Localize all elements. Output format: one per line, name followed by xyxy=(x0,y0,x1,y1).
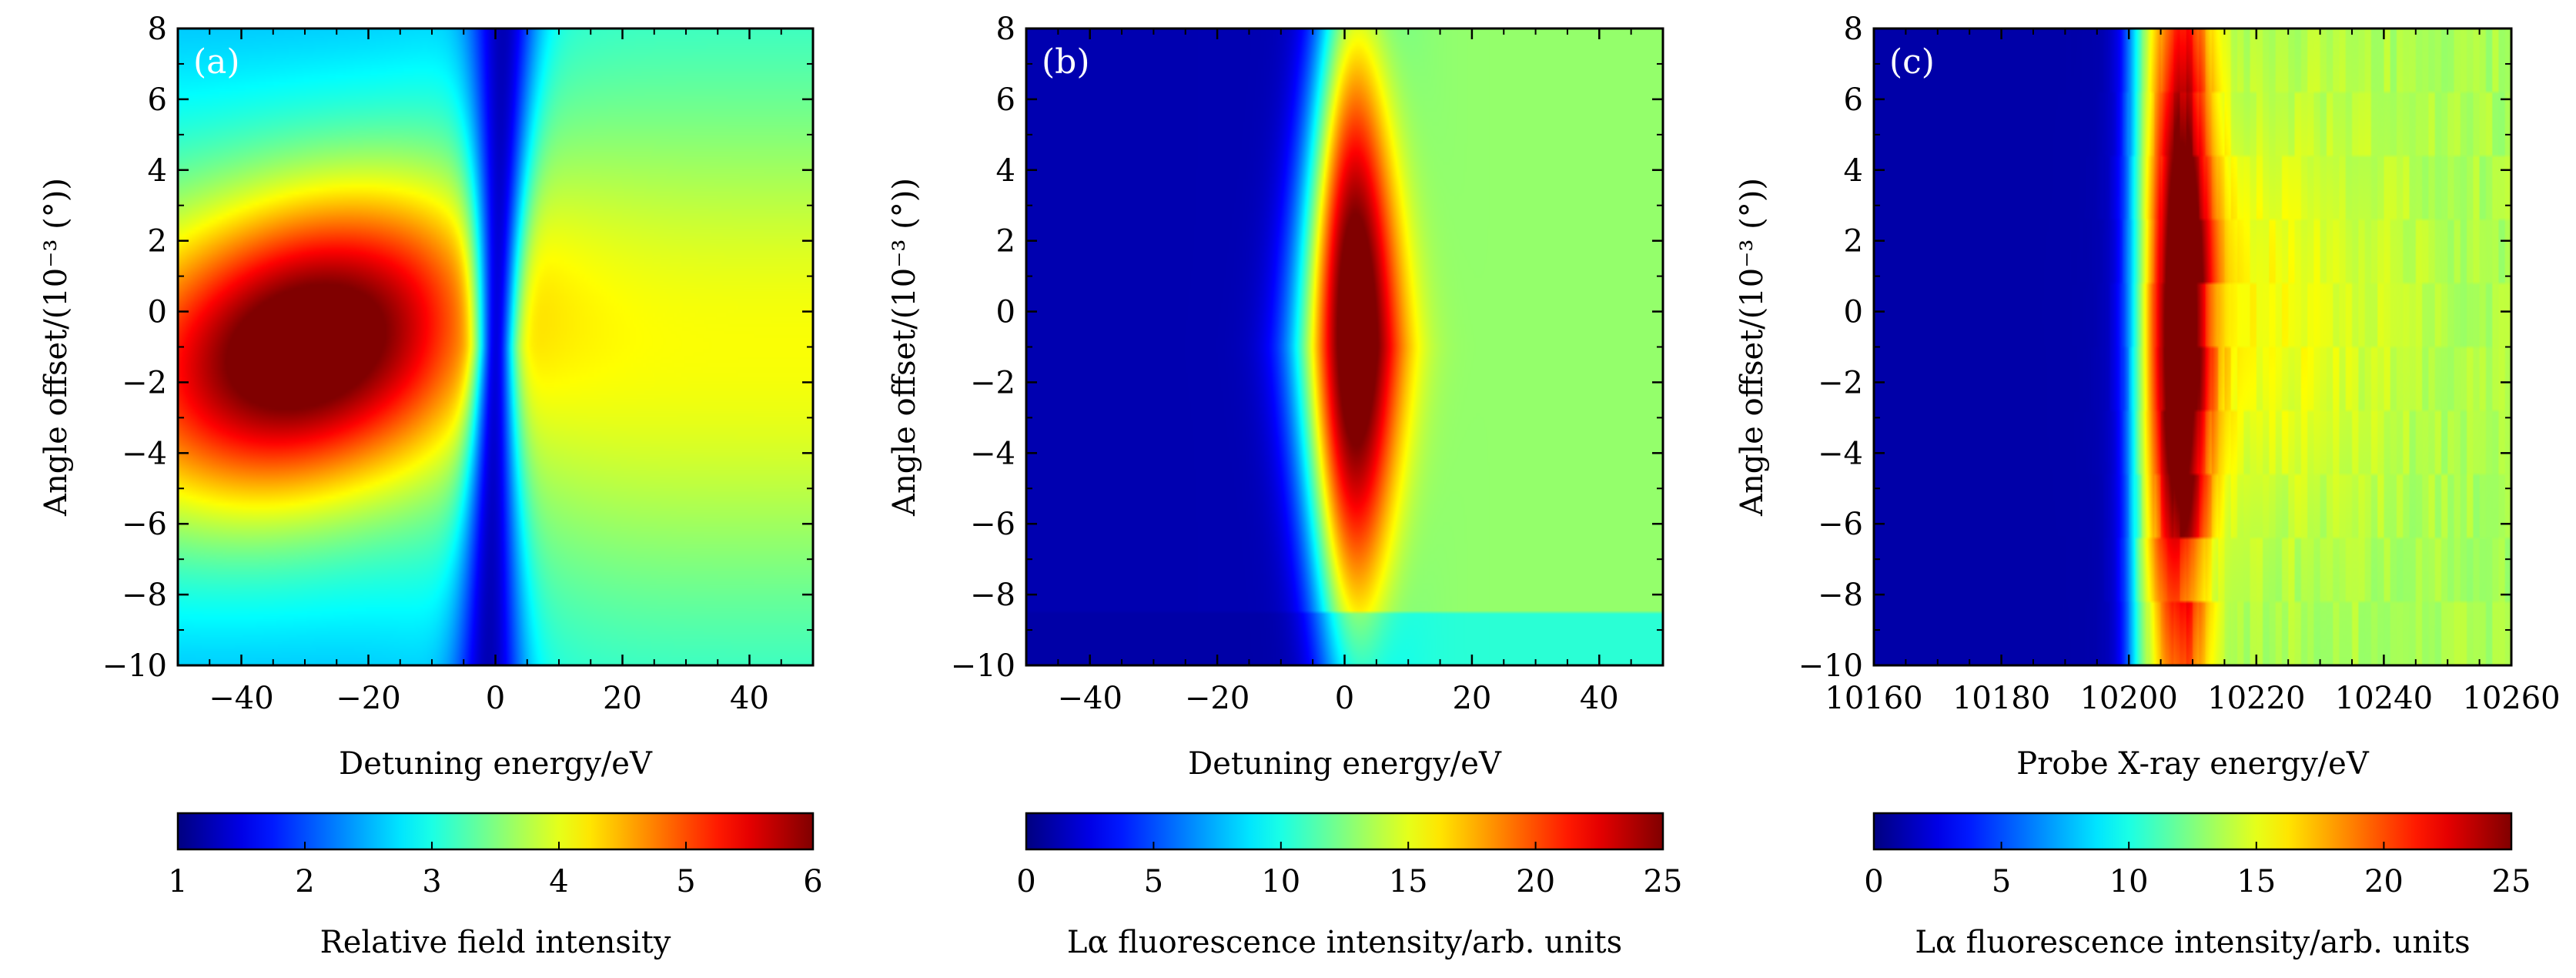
x-tick-label: 10260 xyxy=(2462,681,2560,716)
x-tick-label: 20 xyxy=(603,681,642,716)
heatmap-image xyxy=(1026,28,1663,665)
y-tick-label: 8 xyxy=(1844,12,1863,47)
colorbar-tick-label: 15 xyxy=(1389,864,1428,899)
colorbar xyxy=(176,812,815,851)
y-tick-label: −4 xyxy=(122,436,167,471)
x-tick-label: 10200 xyxy=(2080,681,2178,716)
y-tick-label: 0 xyxy=(148,295,167,330)
y-tick-label: −4 xyxy=(970,436,1015,471)
x-axis-label: Detuning energy/eV xyxy=(339,746,653,782)
y-tick-label: 2 xyxy=(996,224,1015,260)
y-tick-label: 2 xyxy=(148,224,167,260)
x-tick-label: 10240 xyxy=(2335,681,2433,716)
x-tick-label: −40 xyxy=(209,681,273,716)
x-tick-label: 40 xyxy=(1580,681,1619,716)
x-tick-label: 10180 xyxy=(1952,681,2050,716)
y-tick-label: 4 xyxy=(148,153,167,189)
y-tick-label: 0 xyxy=(1844,295,1863,330)
x-axis-label: Detuning energy/eV xyxy=(1188,746,1502,782)
colorbar-tick-label: 5 xyxy=(676,864,695,899)
panel-label: (c) xyxy=(1889,42,1935,82)
y-tick-label: −6 xyxy=(1818,507,1863,542)
y-tick-label: −6 xyxy=(122,507,167,542)
y-tick-label: −8 xyxy=(1818,578,1863,613)
x-tick-label: 10220 xyxy=(2207,681,2305,716)
colorbar-tick-label: 2 xyxy=(295,864,314,899)
y-axis-label: Angle offset/(10⁻³ (°)) xyxy=(887,178,922,517)
y-tick-label: −4 xyxy=(1818,436,1863,471)
y-tick-label: 4 xyxy=(996,153,1015,189)
colorbar-label: Lα fluorescence intensity/arb. units xyxy=(1915,925,2470,960)
colorbar-tick-label: 5 xyxy=(1144,864,1163,899)
y-tick-label: 0 xyxy=(996,295,1015,330)
x-tick-label: −40 xyxy=(1057,681,1122,716)
y-tick-label: −8 xyxy=(970,578,1015,613)
y-tick-label: −10 xyxy=(951,648,1015,684)
x-tick-label: 0 xyxy=(486,681,505,716)
x-tick-label: 40 xyxy=(730,681,769,716)
colorbar-tick-label: 20 xyxy=(1516,864,1555,899)
colorbar-tick-label: 10 xyxy=(2109,864,2149,899)
heatmap-image xyxy=(178,28,813,665)
y-tick-label: −8 xyxy=(122,578,167,613)
colorbar-tick-label: 20 xyxy=(2364,864,2404,899)
x-tick-label: 10160 xyxy=(1825,681,1922,716)
colorbar-tick-label: 5 xyxy=(1992,864,2011,899)
colorbar-tick-label: 4 xyxy=(549,864,568,899)
panel-label: (b) xyxy=(1042,42,1090,82)
colorbar-label: Relative field intensity xyxy=(320,925,671,960)
x-tick-label: −20 xyxy=(336,681,400,716)
y-tick-label: 2 xyxy=(1844,224,1863,260)
colorbar-tick-label: 0 xyxy=(1016,864,1035,899)
y-tick-label: 8 xyxy=(148,12,167,47)
y-tick-label: −10 xyxy=(1798,648,1863,684)
colorbar-tick-label: 25 xyxy=(2492,864,2531,899)
y-tick-label: −2 xyxy=(1818,365,1863,400)
colorbar-tick-label: 25 xyxy=(1644,864,1683,899)
colorbar-tick-label: 1 xyxy=(168,864,187,899)
colorbar xyxy=(1025,812,1664,851)
y-tick-label: −10 xyxy=(102,648,167,684)
colorbar-tick-label: 15 xyxy=(2236,864,2276,899)
heatmap-image xyxy=(1874,28,2511,665)
x-axis-label: Probe X-ray energy/eV xyxy=(2016,746,2370,782)
colorbar-tick-label: 10 xyxy=(1261,864,1300,899)
y-tick-label: −6 xyxy=(970,507,1015,542)
colorbar-tick-label: 3 xyxy=(422,864,441,899)
x-tick-label: 0 xyxy=(1335,681,1354,716)
x-tick-label: −20 xyxy=(1185,681,1250,716)
y-axis-label: Angle offset/(10⁻³ (°)) xyxy=(1735,178,1770,517)
panel-label: (a) xyxy=(193,42,240,82)
colorbar-label: Lα fluorescence intensity/arb. units xyxy=(1067,925,1622,960)
x-tick-label: 20 xyxy=(1452,681,1491,716)
y-tick-label: 6 xyxy=(148,82,167,118)
panel-c: 10160 10180 10200 10220 10240 10260−10−8−6−4−… xyxy=(1735,12,2561,960)
colorbar-tick-label: 0 xyxy=(1864,864,1883,899)
y-tick-label: −2 xyxy=(122,365,167,400)
colorbar-tick-label: 6 xyxy=(803,864,822,899)
y-tick-label: 6 xyxy=(996,82,1015,118)
y-tick-label: 8 xyxy=(996,12,1015,47)
y-tick-label: 6 xyxy=(1844,82,1863,118)
y-tick-label: −2 xyxy=(970,365,1015,400)
y-tick-label: 4 xyxy=(1844,153,1863,189)
y-axis-label: Angle offset/(10⁻³ (°)) xyxy=(38,178,74,517)
colorbar xyxy=(1872,812,2513,851)
